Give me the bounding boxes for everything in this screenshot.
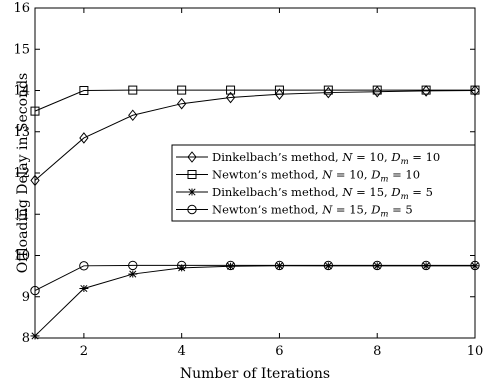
legend-marker: [187, 151, 197, 163]
legend-label: Newton’s method, N = 15, Dm = 5: [212, 203, 413, 220]
y-tick-label: 13: [13, 125, 30, 140]
legend-label: Dinkelbach’s method, N = 15, Dm = 5: [212, 185, 433, 202]
series-1: [30, 84, 480, 187]
series-line: [34, 264, 475, 292]
x-tick-label: 4: [178, 344, 186, 359]
y-tick-label: 15: [13, 42, 30, 57]
legend-entry: Dinkelbach’s method, N = 10, Dm = 10: [176, 150, 440, 167]
data-point: [421, 85, 431, 95]
series-line: [34, 90, 476, 181]
series-line: [34, 265, 475, 337]
axis-ticks: 8 9 10 11 12 13 14 15 16 2 4 6 8 10: [13, 1, 483, 359]
data-point: [30, 285, 40, 296]
data-point: [225, 91, 236, 104]
legend-entry: Newton’s method, N = 15, Dm = 5: [176, 203, 413, 220]
data-point: [128, 260, 138, 271]
data-point: [470, 85, 480, 95]
x-tick-label: 8: [373, 344, 381, 359]
data-point: [372, 85, 382, 95]
series-4: [30, 260, 480, 296]
data-point: [274, 260, 285, 271]
series-2: [30, 85, 480, 116]
data-point: [323, 85, 333, 95]
data-point: [323, 86, 333, 99]
data-point: [128, 109, 138, 122]
data-point: [225, 260, 236, 271]
data-point: [421, 260, 431, 271]
data-point: [421, 85, 431, 97]
y-tick-label: 9: [22, 290, 30, 305]
y-tick-label: 12: [13, 166, 30, 181]
legend-marker: [187, 188, 197, 196]
data-point: [128, 270, 138, 278]
legend-entry: Dinkelbach’s method, N = 15, Dm = 5: [176, 185, 433, 202]
series-3: [30, 262, 480, 340]
legend-label: Dinkelbach’s method, N = 10, Dm = 10: [212, 150, 440, 167]
x-tick-label: 6: [275, 344, 283, 359]
data-point: [79, 132, 89, 144]
data-point: [177, 85, 187, 95]
legend-box: [171, 144, 476, 222]
data-point: [30, 106, 40, 116]
data-point: [323, 260, 334, 271]
data-point: [176, 260, 187, 271]
x-tick-label: 2: [80, 344, 88, 359]
y-tick-label: 11: [13, 207, 30, 222]
data-point: [79, 261, 89, 271]
legend-entry: Newton’s method, N = 10, Dm = 10: [176, 168, 420, 185]
data-point: [274, 88, 285, 101]
data-point: [79, 284, 89, 293]
legend: Dinkelbach’s method, N = 10, Dm = 10Newt…: [171, 144, 476, 222]
x-axis-title: Number of Iterations: [180, 366, 330, 382]
data-point: [274, 85, 284, 95]
data-point: [470, 260, 480, 271]
data-point: [128, 85, 138, 95]
y-tick-label: 16: [13, 1, 30, 16]
legend-label: Newton’s method, N = 10, Dm = 10: [212, 168, 420, 185]
data-point: [226, 85, 236, 95]
data-point: [30, 332, 40, 340]
y-tick-label: 10: [13, 249, 30, 264]
legend-marker: [187, 170, 197, 179]
data-point: [470, 84, 480, 97]
y-tick-label: 8: [22, 331, 30, 346]
series-line: [34, 89, 475, 112]
data-point: [79, 86, 89, 95]
data-point: [372, 260, 382, 271]
x-tick-label: 10: [467, 344, 484, 359]
series-layer: [30, 84, 480, 340]
y-axis-title: Offloading Delay in Seconds: [15, 73, 31, 274]
data-point: [226, 262, 236, 270]
legend-marker: [187, 204, 197, 215]
y-tick-label: 14: [13, 84, 30, 99]
data-point: [30, 174, 40, 187]
data-point: [177, 97, 187, 110]
